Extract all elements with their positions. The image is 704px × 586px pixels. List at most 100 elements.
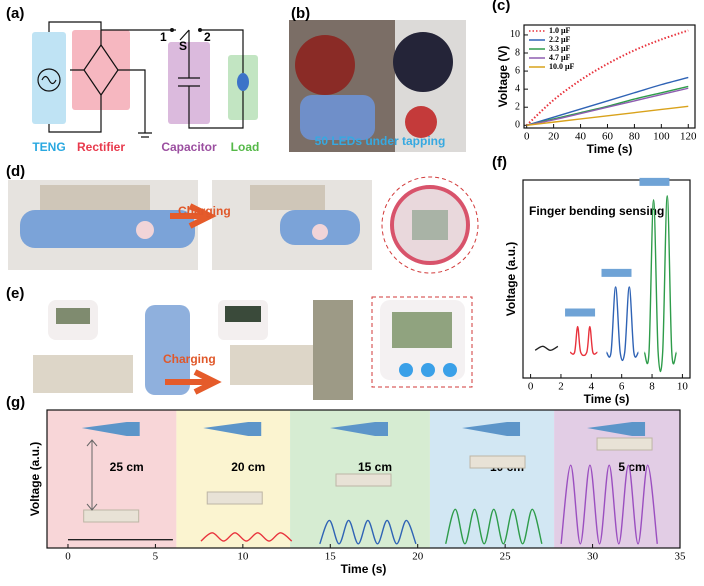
x-tick-label: 120 — [680, 131, 697, 143]
data-line — [534, 345, 559, 351]
photo-caption: 50 LEDs under tapping — [315, 134, 446, 148]
teng-block — [32, 32, 66, 124]
data-line — [560, 464, 658, 545]
data-line — [319, 519, 417, 545]
data-line — [445, 508, 543, 545]
x-axis-label: Time (s) — [587, 142, 633, 156]
x-tick-label: 8 — [649, 381, 655, 393]
legend-label: 2.2 μF — [549, 35, 571, 44]
y-tick-label: 2 — [515, 102, 520, 113]
band-label: 15 cm — [358, 460, 392, 474]
band-label: 20 cm — [231, 460, 265, 474]
switch-pos: 2 — [204, 30, 211, 44]
x-tick-label: 20 — [548, 131, 560, 143]
textile-sample — [206, 491, 263, 505]
panel-label: (f) — [492, 154, 507, 171]
x-tick-label: 30 — [587, 551, 599, 563]
plot-frame — [522, 179, 691, 379]
legend-label: 1.0 μF — [549, 26, 571, 35]
band-label: 25 cm — [110, 460, 144, 474]
textile-sample — [469, 455, 526, 469]
switch-label: S — [179, 39, 187, 53]
node — [170, 28, 174, 32]
x-tick-label: 0 — [524, 131, 530, 143]
x-tick-label: 10 — [237, 551, 249, 563]
x-tick-label: 60 — [602, 131, 614, 143]
y-tick-label: 4 — [515, 83, 520, 94]
x-tick-label: 2 — [558, 381, 564, 393]
plot-frame — [46, 409, 681, 549]
switch-pos: 1 — [160, 30, 167, 44]
x-axis-label: Time (s) — [584, 392, 630, 406]
finger-icon — [587, 422, 646, 436]
x-axis-label: Time (s) — [341, 562, 387, 576]
finger-icon — [565, 308, 596, 317]
teng-label: TENG — [32, 140, 65, 154]
legend-label: 4.7 μF — [549, 53, 571, 62]
textile-sample — [83, 509, 140, 523]
y-tick-label: 0 — [515, 120, 520, 131]
plot-frame — [523, 24, 696, 129]
ac-wave — [41, 75, 57, 85]
x-tick-label: 10 — [677, 381, 689, 393]
data-line — [569, 325, 598, 357]
x-tick-label: 40 — [575, 131, 587, 143]
finger-icon — [330, 422, 389, 436]
finger-icon — [639, 177, 670, 186]
data-line — [526, 105, 689, 126]
x-tick-label: 5 — [153, 551, 159, 563]
textile-sample — [335, 473, 392, 487]
panel-label: (b) — [291, 5, 310, 22]
rectifier-block — [72, 30, 130, 110]
textile-sample — [596, 437, 653, 451]
x-tick-label: 6 — [619, 381, 625, 393]
photo — [33, 296, 473, 400]
finger-icon — [462, 422, 521, 436]
finger-icon — [203, 422, 262, 436]
data-line — [643, 195, 678, 373]
capacitor-block — [168, 42, 210, 124]
load-label: Load — [231, 140, 260, 154]
arrow-label: Charging — [178, 204, 231, 218]
y-tick-label: 8 — [515, 47, 520, 58]
data-line — [605, 286, 640, 362]
x-tick-label: 100 — [653, 131, 670, 143]
data-line — [200, 532, 293, 542]
distance-arrow — [86, 439, 98, 511]
data-line — [526, 87, 689, 126]
x-tick-label: 20 — [412, 551, 424, 563]
data-line — [526, 29, 689, 127]
data-line — [526, 76, 689, 126]
panel-label: (c) — [492, 0, 510, 14]
x-tick-label: 4 — [589, 381, 595, 393]
panel-label: (d) — [6, 163, 25, 180]
y-axis-label: Voltage (a.u.) — [504, 242, 518, 316]
panel-label: (a) — [6, 5, 24, 22]
y-axis-label: Voltage (V) — [496, 46, 510, 108]
y-axis-label: Voltage (a.u.) — [28, 442, 42, 516]
x-tick-label: 25 — [500, 551, 512, 563]
panel-label: (e) — [6, 285, 24, 302]
x-tick-label: 15 — [325, 551, 337, 563]
data-line — [526, 85, 689, 126]
ac-source — [37, 68, 61, 92]
photo — [8, 176, 479, 274]
legend-label: 10.0 μF — [549, 62, 575, 71]
y-tick-label: 6 — [515, 65, 520, 76]
finger-icon — [601, 268, 632, 277]
photo — [289, 20, 466, 152]
finger-icon — [81, 422, 140, 436]
legend-label: 3.3 μF — [549, 44, 571, 53]
circuit-diagram — [32, 21, 258, 138]
led — [237, 73, 249, 91]
arrow-label: Charging — [163, 352, 216, 366]
x-tick-label: 0 — [65, 551, 71, 563]
x-tick-label: 80 — [629, 131, 641, 143]
x-tick-label: 0 — [528, 381, 534, 393]
capacitor-label: Capacitor — [161, 140, 217, 154]
y-tick-label: 10 — [510, 29, 520, 40]
chart-title: Finger bending sensing — [529, 204, 664, 218]
node — [198, 28, 202, 32]
